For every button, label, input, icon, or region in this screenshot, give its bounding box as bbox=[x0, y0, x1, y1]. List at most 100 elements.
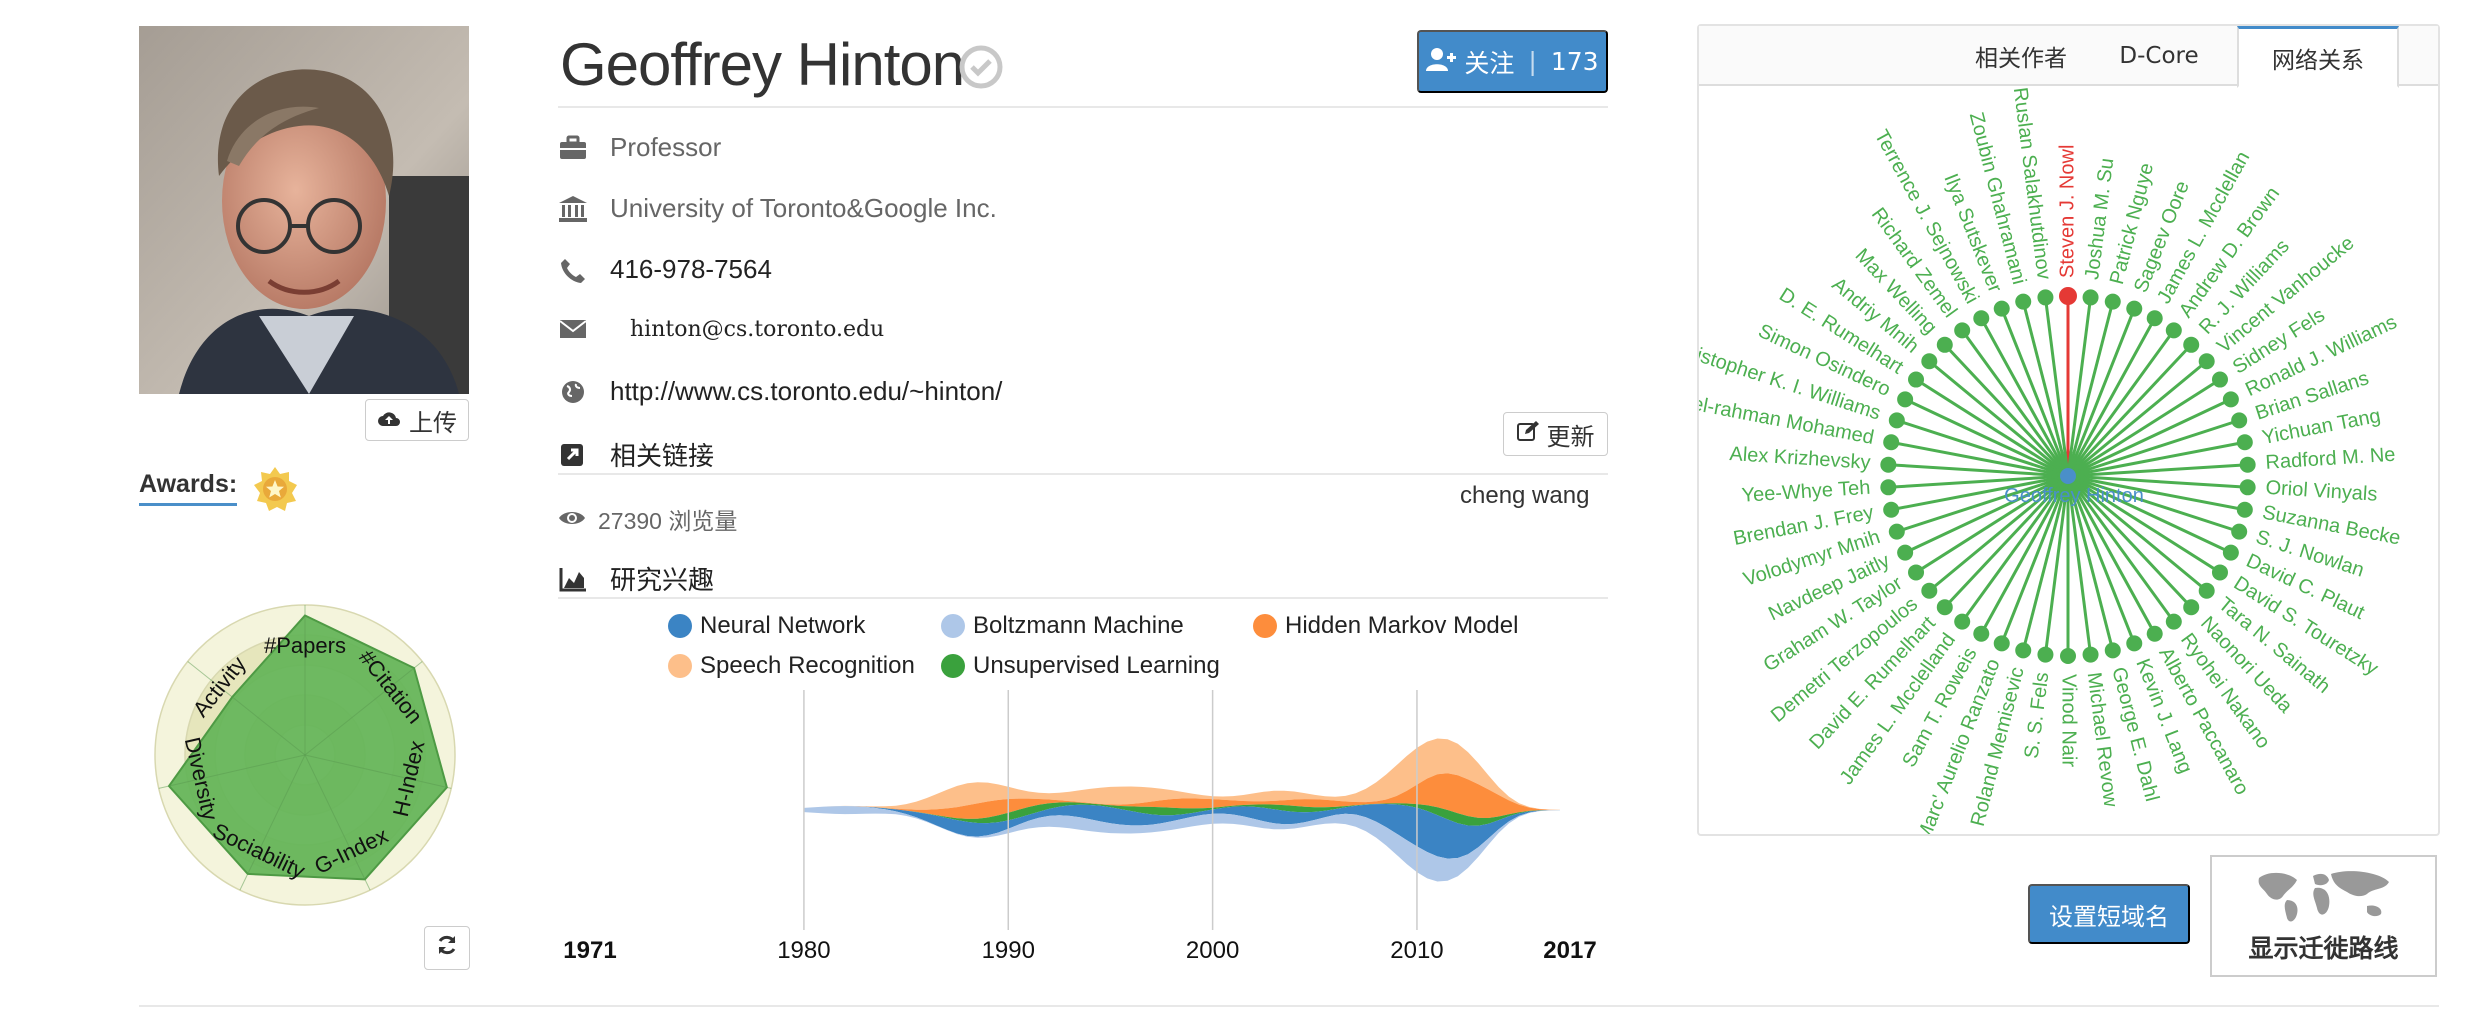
short-domain-button[interactable]: 设置短域名 bbox=[2028, 884, 2190, 944]
network-node[interactable] bbox=[2183, 599, 2200, 616]
network-node[interactable] bbox=[2015, 642, 2032, 659]
refresh-radar-button[interactable] bbox=[424, 926, 470, 970]
follow-button[interactable]: 关注 | 173 bbox=[1417, 30, 1608, 93]
network-node[interactable] bbox=[2015, 293, 2032, 310]
network-node[interactable] bbox=[1921, 353, 1938, 370]
network-node[interactable] bbox=[1908, 564, 1925, 581]
network-node[interactable] bbox=[1954, 613, 1971, 630]
stream-series[interactable] bbox=[803, 802, 1560, 826]
envelope-icon bbox=[558, 316, 588, 342]
tab-dcore[interactable]: D-Core bbox=[2119, 43, 2199, 69]
network-node[interactable] bbox=[2059, 287, 2077, 305]
network-node[interactable] bbox=[2239, 456, 2256, 473]
network-edge bbox=[1896, 474, 2069, 534]
network-node[interactable] bbox=[1936, 336, 1953, 353]
network-author-label[interactable]: S. S. Fels bbox=[2021, 671, 2054, 760]
tab-related-authors[interactable]: 相关作者 bbox=[1975, 46, 2067, 72]
network-center-node[interactable] bbox=[2060, 468, 2076, 484]
network-node[interactable] bbox=[2126, 635, 2143, 652]
network-node[interactable] bbox=[2060, 648, 2076, 664]
stream-series[interactable] bbox=[803, 804, 1560, 859]
network-edge bbox=[2043, 297, 2070, 477]
network-node[interactable] bbox=[2239, 479, 2256, 496]
network-author-label[interactable]: Steven J. Nowl bbox=[2056, 145, 2078, 278]
network-node[interactable] bbox=[1888, 523, 1905, 540]
network-node[interactable] bbox=[1880, 479, 1897, 496]
network-node[interactable] bbox=[1888, 412, 1905, 429]
stream-series[interactable] bbox=[803, 806, 1560, 882]
legend-label: Neural Network bbox=[700, 612, 866, 639]
stream-series[interactable] bbox=[803, 773, 1560, 819]
network-node[interactable] bbox=[2222, 391, 2239, 408]
network-node[interactable] bbox=[1921, 582, 1938, 599]
update-button[interactable]: 更新 bbox=[1503, 412, 1608, 456]
network-node[interactable] bbox=[2126, 300, 2143, 317]
network-author-label[interactable]: Yee-Whye Teh bbox=[1741, 477, 1871, 507]
network-node[interactable] bbox=[2037, 646, 2054, 663]
profile-name: Geoffrey Hinton bbox=[560, 31, 965, 98]
email-text[interactable]: hinton@cs.toronto.edu bbox=[630, 316, 885, 342]
network-node[interactable] bbox=[1973, 310, 1990, 327]
eye-icon bbox=[558, 506, 586, 533]
network-node[interactable] bbox=[2231, 523, 2248, 540]
network-edge bbox=[2066, 475, 2136, 644]
network-node[interactable] bbox=[2146, 310, 2163, 327]
award-badge-icon[interactable] bbox=[252, 466, 298, 512]
network-node[interactable] bbox=[2146, 625, 2163, 642]
affiliation-row: University of Toronto&Google Inc. bbox=[558, 193, 997, 224]
network-node[interactable] bbox=[2104, 642, 2121, 659]
network-node[interactable] bbox=[2165, 613, 2182, 630]
network-author-label[interactable]: Vinod Nair bbox=[2058, 674, 2080, 767]
legend-item[interactable]: Hidden Markov Model bbox=[1253, 612, 1518, 640]
network-edge bbox=[2021, 301, 2070, 477]
network-node[interactable] bbox=[2037, 289, 2054, 306]
divider bbox=[558, 597, 1608, 599]
network-node[interactable] bbox=[1973, 625, 1990, 642]
tab-network[interactable]: 网络关系 bbox=[2237, 26, 2399, 88]
stream-series[interactable] bbox=[803, 738, 1560, 810]
network-node[interactable] bbox=[2198, 353, 2215, 370]
network-node[interactable] bbox=[1936, 599, 1953, 616]
network-node[interactable] bbox=[1993, 635, 2010, 652]
network-edge bbox=[1888, 474, 2069, 489]
network-author-label[interactable]: Oriol Vinyals bbox=[2265, 477, 2378, 506]
network-node[interactable] bbox=[2104, 293, 2121, 310]
legend-item[interactable]: Speech Recognition bbox=[668, 652, 915, 680]
network-edge bbox=[2066, 297, 2093, 477]
edit-icon bbox=[1516, 420, 1539, 448]
network-node[interactable] bbox=[2236, 434, 2253, 451]
upload-label: 上传 bbox=[409, 408, 457, 437]
legend-item[interactable]: Boltzmann Machine bbox=[941, 612, 1184, 640]
network-node[interactable] bbox=[2198, 582, 2215, 599]
network-author-label[interactable]: Alex Krizhevsky bbox=[1729, 443, 1871, 474]
network-node[interactable] bbox=[1880, 456, 1897, 473]
network-node[interactable] bbox=[2165, 322, 2182, 339]
network-edge bbox=[1960, 475, 2070, 623]
network-node[interactable] bbox=[1883, 434, 1900, 451]
add-user-icon bbox=[1426, 47, 1457, 77]
network-node[interactable] bbox=[2211, 564, 2228, 581]
homepage-link[interactable]: http://www.cs.toronto.edu/~hinton/ bbox=[610, 376, 1003, 406]
network-node[interactable] bbox=[2236, 501, 2253, 518]
network-node[interactable] bbox=[1993, 300, 2010, 317]
legend-item[interactable]: Unsupervised Learning bbox=[941, 652, 1220, 680]
network-edge bbox=[1915, 378, 2069, 478]
network-node[interactable] bbox=[2082, 646, 2099, 663]
network-node[interactable] bbox=[2082, 289, 2099, 306]
network-node[interactable] bbox=[1908, 371, 1925, 388]
network-node[interactable] bbox=[2183, 336, 2200, 353]
network-node[interactable] bbox=[2211, 371, 2228, 388]
network-author-label[interactable]: Radford M. Ne bbox=[2265, 444, 2396, 474]
network-node[interactable] bbox=[1897, 544, 1914, 561]
upload-photo-button[interactable]: 上传 bbox=[365, 399, 469, 441]
network-edge bbox=[2067, 418, 2240, 478]
network-node[interactable] bbox=[2222, 544, 2239, 561]
network-node[interactable] bbox=[1883, 501, 1900, 518]
network-node[interactable] bbox=[1954, 322, 1971, 339]
network-node[interactable] bbox=[2231, 412, 2248, 429]
legend-item[interactable]: Neural Network bbox=[668, 612, 865, 640]
network-edge bbox=[2067, 474, 2221, 574]
area-chart-icon bbox=[558, 566, 588, 592]
network-node[interactable] bbox=[1897, 391, 1914, 408]
migration-route-button[interactable]: 显示迁徙路线 bbox=[2210, 855, 2437, 977]
